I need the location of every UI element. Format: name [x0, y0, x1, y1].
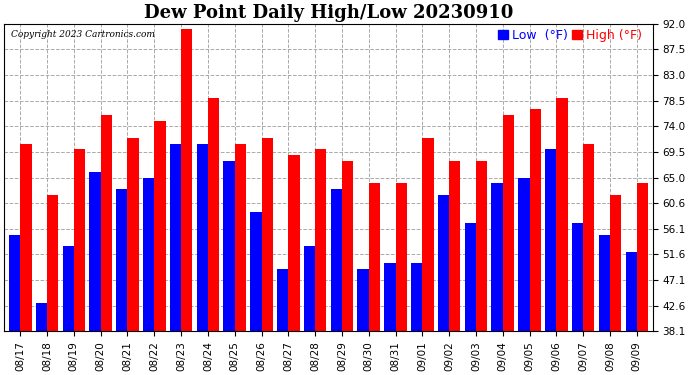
Bar: [411, 263, 422, 331]
Bar: [262, 138, 273, 331]
Bar: [438, 195, 449, 331]
Bar: [357, 269, 368, 331]
Text: Copyright 2023 Cartronics.com: Copyright 2023 Cartronics.com: [10, 30, 155, 39]
Bar: [116, 189, 128, 331]
Bar: [491, 183, 503, 331]
Bar: [529, 109, 541, 331]
Bar: [464, 224, 476, 331]
Bar: [143, 178, 155, 331]
Bar: [74, 149, 85, 331]
Bar: [277, 269, 288, 331]
Bar: [342, 160, 353, 331]
Bar: [518, 178, 529, 331]
Bar: [170, 144, 181, 331]
Bar: [90, 172, 101, 331]
Bar: [288, 155, 299, 331]
Bar: [476, 160, 487, 331]
Bar: [181, 29, 193, 331]
Bar: [304, 246, 315, 331]
Bar: [101, 115, 112, 331]
Bar: [36, 303, 47, 331]
Bar: [583, 144, 594, 331]
Bar: [128, 138, 139, 331]
Bar: [545, 149, 556, 331]
Bar: [155, 121, 166, 331]
Bar: [9, 235, 20, 331]
Bar: [503, 115, 514, 331]
Bar: [208, 98, 219, 331]
Bar: [599, 235, 610, 331]
Bar: [395, 183, 407, 331]
Legend: Low  (°F), High (°F): Low (°F), High (°F): [493, 24, 647, 47]
Bar: [315, 149, 326, 331]
Bar: [63, 246, 74, 331]
Bar: [556, 98, 568, 331]
Bar: [572, 224, 583, 331]
Bar: [626, 252, 637, 331]
Bar: [197, 144, 208, 331]
Bar: [610, 195, 621, 331]
Bar: [331, 189, 342, 331]
Bar: [368, 183, 380, 331]
Bar: [250, 212, 262, 331]
Bar: [224, 160, 235, 331]
Bar: [384, 263, 395, 331]
Bar: [422, 138, 433, 331]
Bar: [47, 195, 59, 331]
Bar: [20, 144, 32, 331]
Title: Dew Point Daily High/Low 20230910: Dew Point Daily High/Low 20230910: [144, 4, 513, 22]
Bar: [449, 160, 460, 331]
Bar: [235, 144, 246, 331]
Bar: [637, 183, 648, 331]
